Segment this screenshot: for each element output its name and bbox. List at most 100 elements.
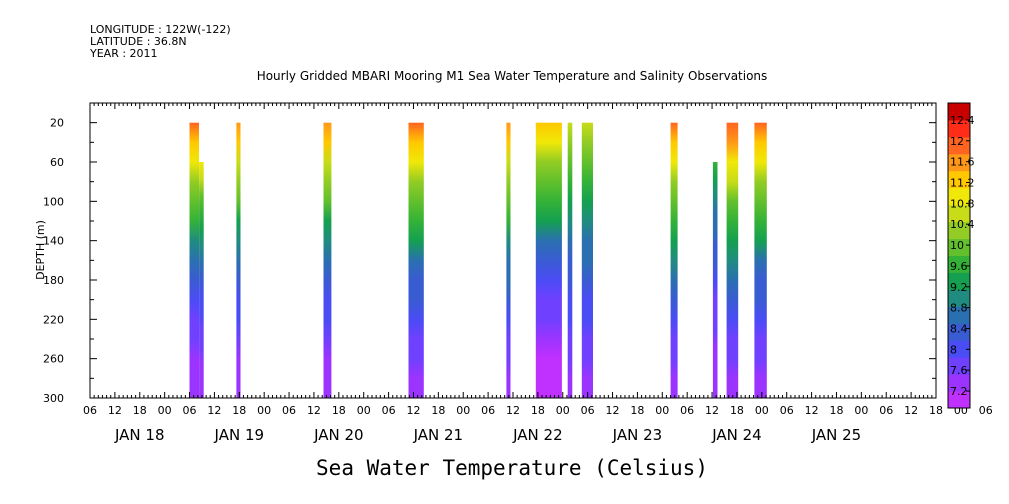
x-tick-label: 12: [207, 404, 221, 417]
colorbar-swatch: [948, 238, 970, 256]
y-axis: 20 60 100 140 180 220 260 300: [43, 117, 936, 405]
data-segment: [506, 122, 511, 398]
colorbar-swatch: [948, 272, 970, 290]
colorbar-swatch: [948, 357, 970, 375]
x-tick-label: 18: [232, 404, 246, 417]
colorbar-swatch: [948, 204, 970, 223]
x-tick-label: 00: [158, 404, 172, 417]
y-tick-label: 60: [50, 156, 64, 169]
year-label: YEAR : 2011: [90, 47, 158, 60]
colorbar-label: 8.8: [950, 302, 968, 315]
x-tick-label: 06: [183, 404, 197, 417]
x-tick-label: 18: [630, 404, 644, 417]
x-tick-label: 06: [979, 404, 993, 417]
colorbar-swatch: [948, 255, 970, 273]
x-tick-label: 00: [257, 404, 271, 417]
x-tick-label: 18: [929, 404, 943, 417]
colorbar-label: 10.8: [950, 197, 975, 210]
x-tick-label: 06: [680, 404, 694, 417]
colorbar-label: 7.6: [950, 364, 968, 377]
x-tick-label: 06: [382, 404, 396, 417]
colorbar-swatch: [948, 170, 970, 189]
colorbar-label: 9.2: [950, 281, 968, 294]
x-axis-label: Sea Water Temperature (Celsius): [316, 456, 708, 480]
colorbar-label: 12: [950, 135, 964, 148]
colorbar-label: 8.4: [950, 322, 968, 335]
x-tick-label: 06: [879, 404, 893, 417]
x-tick-label: 18: [829, 404, 843, 417]
y-axis-label: DEPTH (m): [34, 220, 47, 280]
colorbar-swatch: [948, 391, 970, 409]
data-segment: [236, 122, 241, 398]
data-segments: [189, 122, 767, 398]
data-segment: [535, 122, 562, 398]
y-tick-label: 180: [43, 274, 64, 287]
x-tick-label: 12: [108, 404, 122, 417]
data-segment: [189, 122, 199, 398]
data-segment: [567, 122, 573, 398]
x-day-label: JAN 19: [214, 426, 265, 444]
x-tick-label: 06: [282, 404, 296, 417]
x-day-label: JAN 18: [114, 426, 165, 444]
colorbar-swatch: [948, 136, 970, 155]
y-tick-label: 100: [43, 195, 64, 208]
colorbar-label: 9.6: [950, 260, 968, 273]
x-tick-label: 18: [133, 404, 147, 417]
colorbar-label: 10.4: [950, 218, 975, 231]
colorbar-swatch: [948, 221, 970, 240]
x-tick-label: 06: [481, 404, 495, 417]
colorbar-swatch: [948, 153, 970, 172]
x-day-label: JAN 20: [313, 426, 364, 444]
x-tick-label: 12: [705, 404, 719, 417]
x-tick-label: 12: [307, 404, 321, 417]
x-tick-label: 18: [730, 404, 744, 417]
x-tick-label: 12: [805, 404, 819, 417]
colorbar-swatch: [948, 119, 970, 138]
chart-title: Hourly Gridded MBARI Mooring M1 Sea Wate…: [257, 69, 768, 83]
x-tick-label: 12: [506, 404, 520, 417]
x-tick-label: 00: [854, 404, 868, 417]
data-segment: [323, 122, 332, 398]
colorbar-label: 10: [950, 239, 964, 252]
plot-frame: [89, 102, 937, 399]
x-day-label: JAN 23: [612, 426, 663, 444]
x-tick-label: 00: [357, 404, 371, 417]
x-tick-label: 18: [431, 404, 445, 417]
x-day-label: JAN 21: [413, 426, 464, 444]
data-segment: [199, 162, 204, 398]
latitude-label: LATITUDE : 36.8N: [90, 35, 187, 48]
colorbar: 7.2 7.6 8 8.4 8.8 9.2 9.6 10 10.4 10.8 11.2 11.6 12 1…: [947, 102, 975, 409]
colorbar-label: 11.2: [950, 177, 975, 190]
y-tick-label: 260: [43, 353, 64, 366]
colorbar-label: 11.6: [950, 156, 975, 169]
data-segment: [712, 162, 718, 398]
colorbar-swatch: [948, 374, 970, 392]
colorbar-label: 8: [950, 343, 957, 356]
data-segment: [670, 122, 678, 398]
colorbar-label: 12.4: [950, 114, 975, 127]
x-tick-label: 12: [904, 404, 918, 417]
x-day-label: JAN 24: [711, 426, 762, 444]
y-tick-label: 220: [43, 313, 64, 326]
x-tick-label: 00: [556, 404, 570, 417]
colorbar-swatch: [948, 306, 970, 324]
colorbar-frame: [947, 102, 971, 409]
longitude-label: LONGITUDE : 122W(-122): [90, 23, 231, 36]
colorbar-swatch: [948, 187, 970, 206]
x-tick-label: 00: [755, 404, 769, 417]
x-day-label: JAN 25: [811, 426, 862, 444]
colorbar-swatch: [948, 323, 970, 341]
data-segment: [726, 122, 739, 398]
x-axis: 06 12 18 00 06 12 18 00 06 12 18 00 06 12 18 00 06 12 18 00…: [83, 103, 993, 444]
y-tick-label: 300: [43, 392, 64, 405]
x-tick-label: 18: [531, 404, 545, 417]
x-tick-label: 12: [606, 404, 620, 417]
x-tick-label: 12: [406, 404, 420, 417]
data-segment: [408, 122, 424, 398]
x-tick-label: 06: [83, 404, 97, 417]
y-tick-label: 140: [43, 235, 64, 248]
y-tick-label: 20: [50, 117, 64, 130]
x-tick-label: 00: [456, 404, 470, 417]
data-segment: [754, 122, 767, 398]
